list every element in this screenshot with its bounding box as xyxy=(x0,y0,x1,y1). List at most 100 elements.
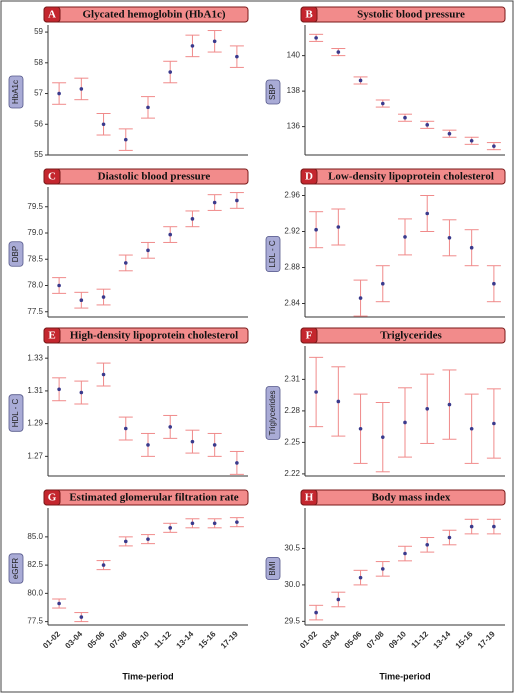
point xyxy=(314,36,318,40)
point xyxy=(380,435,385,439)
point xyxy=(358,78,363,83)
point xyxy=(336,225,341,229)
point xyxy=(380,101,385,106)
y-tick-label: 1.31 xyxy=(27,386,43,395)
point xyxy=(123,137,128,142)
point xyxy=(79,298,84,303)
point xyxy=(403,235,407,239)
y-tick-label: 2.25 xyxy=(284,438,300,447)
point xyxy=(57,601,61,606)
y-label-text: DBP xyxy=(11,246,20,262)
panel-letter: D xyxy=(305,171,313,183)
point xyxy=(447,535,452,540)
point xyxy=(447,131,452,136)
point xyxy=(336,597,341,602)
point xyxy=(358,575,363,580)
y-tick-label: 138 xyxy=(287,86,301,95)
point xyxy=(146,443,150,447)
point xyxy=(190,439,195,444)
y-tick-label: 2.92 xyxy=(284,227,300,236)
panel-letter: H xyxy=(305,492,314,504)
y-tick-label: 2.84 xyxy=(284,299,300,308)
y-tick-label: 59 xyxy=(34,27,43,36)
point xyxy=(79,615,84,619)
point xyxy=(123,539,128,544)
point xyxy=(425,123,430,127)
y-tick-label: 2.96 xyxy=(284,191,300,200)
panel-badge xyxy=(43,168,61,185)
x-axis-label: Time-period xyxy=(379,671,430,681)
point xyxy=(469,524,474,529)
y-label: Triglycerides xyxy=(265,386,281,440)
point xyxy=(336,399,341,404)
point xyxy=(146,105,150,110)
point xyxy=(235,54,239,59)
y-tick-label: 30.5 xyxy=(284,544,300,553)
panel-badge xyxy=(43,489,61,506)
point xyxy=(212,443,217,447)
point xyxy=(190,217,195,221)
point xyxy=(168,526,173,530)
y-label: DBP xyxy=(8,241,24,267)
point xyxy=(425,543,430,547)
y-label-pill xyxy=(265,79,281,105)
point xyxy=(235,198,239,203)
y-label-text: HbA1c xyxy=(11,80,20,104)
y-label: SBP xyxy=(265,79,281,105)
point xyxy=(380,567,385,571)
point xyxy=(358,426,363,431)
y-label-text: Triglycerides xyxy=(268,390,277,435)
point xyxy=(190,44,195,48)
point xyxy=(403,115,407,120)
y-tick-label: 79.0 xyxy=(27,228,43,237)
y-tick-label: 58 xyxy=(34,58,43,67)
point xyxy=(447,236,452,240)
panel-badge xyxy=(43,6,61,23)
y-label-text: SBP xyxy=(268,84,277,100)
y-tick-label: 56 xyxy=(34,119,43,128)
point xyxy=(314,227,318,232)
y-label-pill xyxy=(265,556,281,581)
y-tick-label: 2.88 xyxy=(284,263,300,272)
panel-badge xyxy=(300,168,318,185)
panel-title: Diastolic blood pressure xyxy=(98,171,211,183)
point xyxy=(403,551,407,556)
y-tick-label: 140 xyxy=(287,51,301,60)
panel-title: Body mass index xyxy=(372,492,451,504)
panel-letter: E xyxy=(48,330,55,342)
y-tick-label: 2.22 xyxy=(284,469,300,478)
y-label-pill xyxy=(8,75,24,109)
point xyxy=(380,281,385,286)
point xyxy=(235,520,239,524)
y-tick-label: 77.5 xyxy=(27,617,43,626)
y-tick-label: 136 xyxy=(287,122,301,131)
point xyxy=(57,387,61,392)
y-label: HbA1c xyxy=(8,75,24,109)
panel-title: Systolic blood pressure xyxy=(357,9,465,21)
y-tick-label: 82.5 xyxy=(27,560,43,569)
panel-badge xyxy=(43,327,61,344)
y-label-pill xyxy=(265,386,281,440)
panel-title: Low-density lipoprotein cholesterol xyxy=(328,171,494,183)
y-tick-label: 78.5 xyxy=(27,254,43,263)
y-tick-label: 85.0 xyxy=(27,532,43,541)
point xyxy=(168,70,173,74)
point xyxy=(57,91,61,96)
point xyxy=(336,50,341,54)
point xyxy=(79,87,84,91)
point xyxy=(101,122,106,127)
panel-badge xyxy=(300,489,318,506)
y-tick-label: 80.0 xyxy=(27,588,43,597)
point xyxy=(425,211,430,216)
y-tick-label: 29.5 xyxy=(284,616,300,625)
point xyxy=(212,39,217,44)
point xyxy=(146,248,150,253)
point xyxy=(101,563,106,567)
panel-letter: G xyxy=(48,492,57,504)
panel-letter: F xyxy=(306,330,313,342)
y-tick-label: 2.31 xyxy=(284,375,300,384)
point xyxy=(469,139,474,143)
point xyxy=(101,295,106,299)
